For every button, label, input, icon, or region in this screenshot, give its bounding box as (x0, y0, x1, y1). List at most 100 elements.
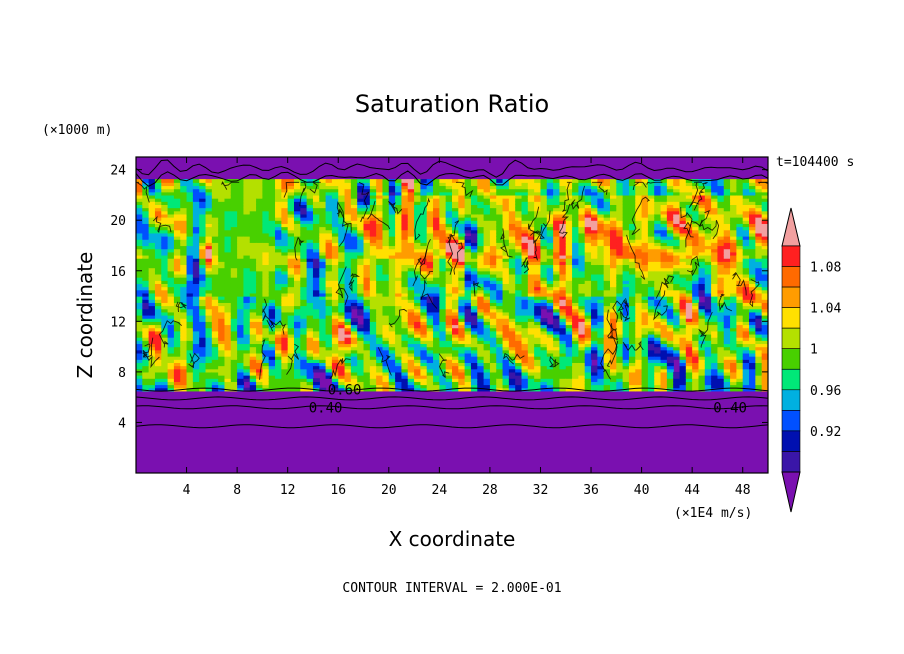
field-cell (205, 349, 213, 354)
field-cell (407, 258, 415, 262)
field-cell (426, 273, 434, 278)
field-cell (382, 378, 390, 382)
field-cell (597, 302, 605, 307)
field-cell (142, 267, 150, 272)
field-cell (230, 302, 238, 307)
field-cell (205, 254, 213, 259)
field-cell (243, 308, 251, 313)
field-cell (439, 270, 447, 275)
field-cell (136, 236, 143, 240)
field-cell (148, 220, 156, 224)
field-cell (527, 217, 535, 221)
field-cell (218, 315, 226, 319)
field-cell (420, 333, 428, 338)
field-cell (521, 239, 529, 243)
field-cell (363, 182, 371, 187)
field-cell (161, 375, 169, 379)
field-cell (256, 242, 263, 247)
field-cell (489, 277, 497, 281)
field-cell (142, 283, 150, 288)
field-cell (464, 254, 472, 259)
field-cell (553, 292, 561, 297)
field-cell (294, 191, 301, 196)
field-cell (565, 327, 573, 332)
field-cell (230, 251, 238, 256)
field-cell (350, 289, 358, 294)
field-cell (433, 286, 440, 291)
field-cell (496, 343, 504, 348)
field-cell (312, 343, 320, 348)
field-cell (325, 236, 333, 240)
field-cell (167, 330, 175, 335)
field-cell (344, 337, 352, 341)
field-cell (496, 321, 504, 326)
field-cell (464, 343, 472, 348)
field-cell (540, 217, 548, 221)
field-cell (407, 368, 415, 373)
field-cell (249, 204, 257, 209)
field-cell (205, 378, 213, 382)
field-cell (167, 179, 175, 183)
field-cell (521, 179, 529, 183)
field-cell (534, 198, 542, 202)
field-cell (502, 277, 510, 281)
field-cell (192, 318, 200, 322)
field-cell (420, 213, 428, 218)
field-cell (173, 270, 181, 275)
field-cell (230, 343, 238, 348)
field-cell (439, 333, 447, 338)
field-cell (433, 311, 440, 316)
field-cell (369, 188, 377, 193)
field-cell (237, 292, 245, 297)
field-cell (496, 179, 504, 183)
field-cell (325, 267, 333, 272)
field-cell (262, 245, 270, 250)
field-cell (268, 204, 276, 209)
field-cell (363, 185, 371, 190)
field-cell (540, 337, 548, 341)
field-cell (262, 362, 270, 367)
field-cell (496, 248, 504, 253)
field-cell (312, 226, 320, 231)
field-cell (186, 349, 194, 354)
field-cell (477, 194, 485, 199)
field-cell (325, 258, 333, 262)
field-cell (142, 381, 150, 386)
field-cell (211, 381, 219, 386)
field-cell (395, 362, 403, 367)
field-cell (148, 296, 156, 300)
field-cell (281, 242, 289, 247)
field-cell (262, 333, 270, 338)
field-cell (597, 365, 605, 370)
field-cell (534, 302, 542, 307)
field-cell (439, 213, 447, 218)
field-cell (572, 359, 579, 363)
field-cell (281, 384, 289, 389)
field-cell (218, 185, 226, 190)
field-cell (591, 254, 598, 259)
field-cell (199, 311, 207, 316)
field-cell (243, 365, 251, 370)
field-cell (414, 201, 421, 205)
field-cell (312, 245, 320, 250)
field-cell (350, 229, 358, 234)
field-cell (407, 318, 415, 322)
field-cell (515, 198, 523, 202)
field-cell (142, 232, 150, 237)
field-cell (369, 346, 377, 351)
field-cell (243, 349, 251, 354)
field-cell (470, 277, 478, 281)
field-cell (420, 352, 428, 357)
field-cell (369, 232, 377, 237)
field-cell (180, 356, 188, 360)
field-cell (369, 333, 377, 338)
field-cell (319, 213, 327, 218)
field-cell (357, 352, 365, 357)
field-cell (578, 327, 586, 332)
field-cell (281, 191, 289, 196)
field-cell (205, 333, 213, 338)
field-cell (325, 245, 333, 250)
field-cell (224, 229, 232, 234)
field-cell (376, 371, 384, 376)
field-cell (180, 194, 188, 199)
